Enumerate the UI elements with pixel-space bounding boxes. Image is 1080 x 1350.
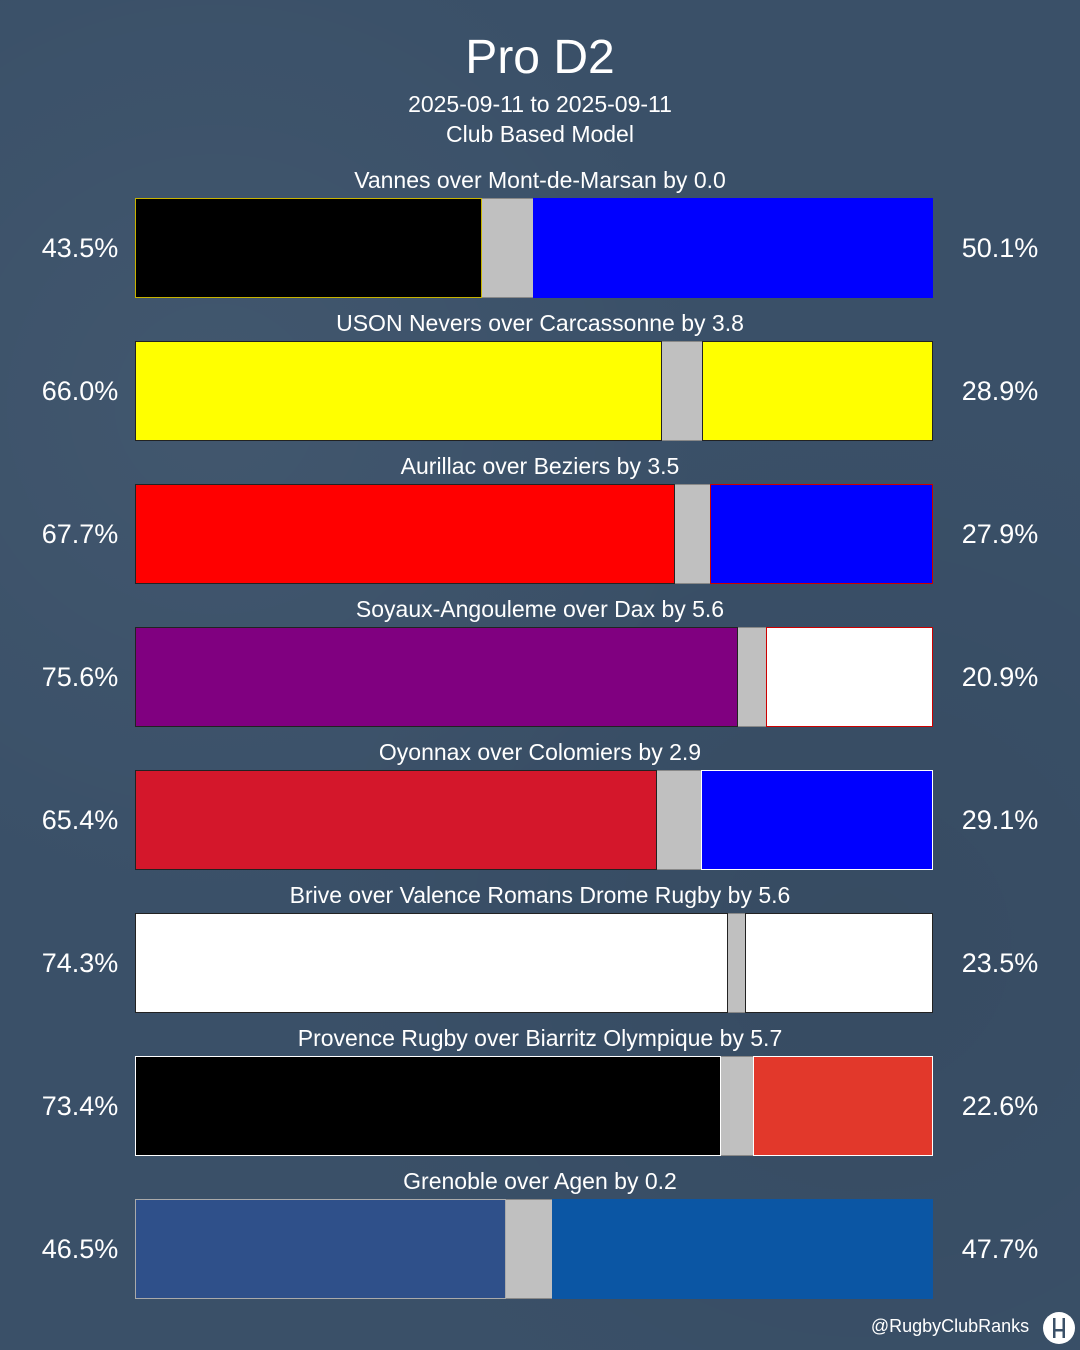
home-win-segment — [135, 1056, 721, 1156]
home-win-pct: 66.0% — [41, 376, 119, 406]
match-label: Oyonnax over Colomiers by 2.9 — [378, 739, 702, 765]
draw-segment — [482, 198, 533, 298]
match-bar — [135, 341, 933, 441]
home-win-segment — [135, 1199, 506, 1299]
draw-segment — [506, 1199, 552, 1299]
home-win-segment — [135, 198, 482, 298]
away-win-pct: 23.5% — [961, 948, 1039, 978]
match-label: Soyaux-Angouleme over Dax by 5.6 — [355, 596, 725, 622]
away-win-pct: 47.7% — [961, 1234, 1039, 1264]
match-label: Provence Rugby over Biarritz Olympique b… — [297, 1025, 783, 1051]
match-label: Vannes over Mont-de-Marsan by 0.0 — [354, 167, 726, 193]
draw-segment — [657, 770, 701, 870]
home-win-segment — [135, 913, 728, 1013]
away-win-pct: 27.9% — [961, 519, 1039, 549]
away-win-pct: 50.1% — [961, 233, 1039, 263]
away-win-segment — [533, 198, 933, 298]
home-win-pct: 75.6% — [41, 662, 119, 692]
home-win-segment — [135, 484, 675, 584]
draw-segment — [721, 1056, 753, 1156]
match-label: USON Nevers over Carcassonne by 3.8 — [336, 310, 744, 336]
home-win-pct: 74.3% — [41, 948, 119, 978]
away-win-pct: 29.1% — [961, 805, 1039, 835]
match-label: Brive over Valence Romans Drome Rugby by… — [289, 882, 791, 908]
away-win-segment — [745, 913, 933, 1013]
match-bar — [135, 198, 933, 298]
match-bar — [135, 627, 933, 727]
home-win-pct: 46.5% — [41, 1234, 119, 1264]
home-win-segment — [135, 341, 662, 441]
draw-segment — [728, 913, 745, 1013]
match-label: Grenoble over Agen by 0.2 — [403, 1168, 677, 1194]
away-win-segment — [710, 484, 933, 584]
away-win-segment — [766, 627, 933, 727]
away-win-pct: 22.6% — [961, 1091, 1039, 1121]
home-win-pct: 67.7% — [41, 519, 119, 549]
draw-segment — [738, 627, 766, 727]
draw-segment — [662, 341, 702, 441]
match-label: Aurillac over Beziers by 3.5 — [400, 453, 680, 479]
match-bar — [135, 913, 933, 1013]
away-win-pct: 28.9% — [961, 376, 1039, 406]
away-win-segment — [702, 341, 933, 441]
model-name: Club Based Model — [446, 121, 634, 147]
home-win-pct: 43.5% — [41, 233, 119, 263]
match-bar — [135, 484, 933, 584]
home-win-segment — [135, 770, 657, 870]
home-win-pct: 73.4% — [41, 1091, 119, 1121]
home-win-segment — [135, 627, 738, 727]
away-win-pct: 20.9% — [961, 662, 1039, 692]
away-win-segment — [701, 770, 933, 870]
match-bar — [135, 1056, 933, 1156]
away-win-segment — [552, 1199, 933, 1299]
draw-segment — [675, 484, 710, 584]
watermark: @RugbyClubRanks — [870, 1316, 1030, 1336]
chart-title: Pro D2 — [465, 31, 615, 84]
home-win-pct: 65.4% — [41, 805, 119, 835]
away-win-segment — [753, 1056, 933, 1156]
date-range: 2025-09-11 to 2025-09-11 — [408, 91, 672, 117]
match-bar — [135, 1199, 933, 1299]
logo-icon — [1043, 1312, 1075, 1344]
match-bar — [135, 770, 933, 870]
